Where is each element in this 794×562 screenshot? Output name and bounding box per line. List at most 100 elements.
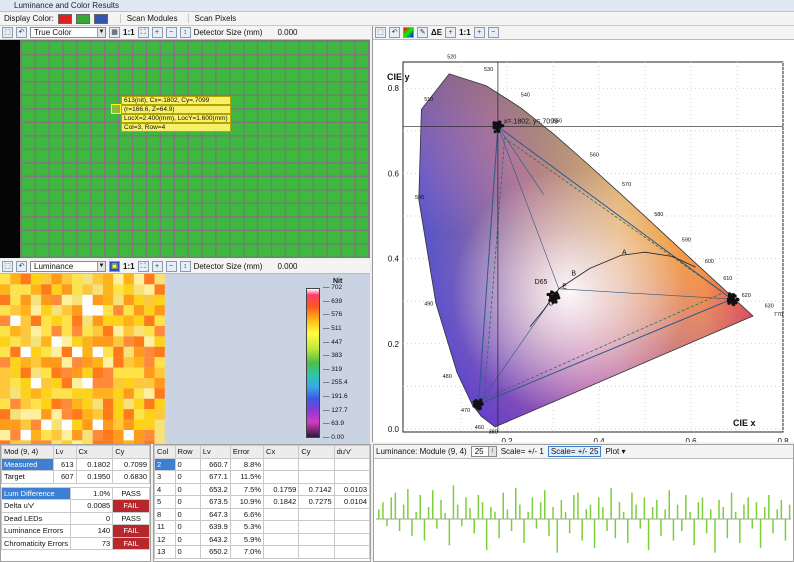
led-module[interactable] [174,136,188,149]
led-module[interactable] [35,150,49,163]
led-module[interactable] [161,190,174,203]
grid-icon[interactable]: ▦ [109,27,120,38]
led-module[interactable] [202,204,216,217]
led-module[interactable] [286,150,299,163]
led-module[interactable] [355,177,369,190]
led-module[interactable] [22,123,35,136]
led-module[interactable] [63,123,77,136]
led-module[interactable] [63,190,77,203]
led-module[interactable] [35,136,49,149]
led-module[interactable] [35,96,49,109]
led-module[interactable] [174,204,188,217]
led-module[interactable] [230,82,244,95]
led-module[interactable] [272,109,285,122]
led-module[interactable] [63,217,77,230]
led-module[interactable] [91,204,105,217]
led-module[interactable] [230,244,244,257]
led-module[interactable] [258,231,271,244]
led-module[interactable] [286,244,299,257]
led-module[interactable] [341,204,355,217]
table-row[interactable]: 3 0 677.1 11.5% [154,470,370,484]
led-module[interactable] [244,150,257,163]
led-module[interactable] [105,150,118,163]
led-module[interactable] [327,177,341,190]
led-module[interactable] [188,163,202,176]
led-module[interactable] [355,55,369,68]
led-module[interactable] [258,163,271,176]
led-module[interactable] [244,109,257,122]
led-module[interactable] [272,204,285,217]
led-module[interactable] [133,69,146,82]
led-module[interactable] [91,69,105,82]
led-module[interactable] [105,244,118,257]
led-module[interactable] [313,42,327,55]
led-module[interactable] [300,163,313,176]
led-module[interactable] [244,82,257,95]
scale-1-button[interactable]: Scale= +/- 1 [500,447,544,456]
led-module[interactable] [216,69,230,82]
led-module[interactable] [286,69,299,82]
led-module[interactable] [258,177,271,190]
led-module[interactable] [202,163,216,176]
led-module[interactable] [272,150,285,163]
led-module[interactable] [258,109,271,122]
led-module[interactable] [91,123,105,136]
led-module[interactable] [119,150,132,163]
led-module[interactable] [119,82,132,95]
delta-e-button[interactable]: ΔE [431,28,443,37]
led-module[interactable] [272,69,285,82]
led-module[interactable] [341,217,355,230]
led-module[interactable] [161,69,174,82]
led-module[interactable] [286,123,299,136]
led-module[interactable] [35,190,49,203]
led-module[interactable] [105,136,118,149]
led-module[interactable] [161,82,174,95]
led-module[interactable] [147,217,160,230]
led-module[interactable] [341,96,355,109]
led-module[interactable] [133,204,146,217]
led-module[interactable] [300,123,313,136]
led-module[interactable] [272,217,285,230]
led-module[interactable] [91,163,105,176]
led-module[interactable] [119,190,132,203]
led-module[interactable] [272,231,285,244]
led-module[interactable] [272,190,285,203]
led-module[interactable] [22,244,35,257]
led-module[interactable] [174,231,188,244]
led-module[interactable] [91,190,105,203]
led-module[interactable] [258,204,271,217]
led-module[interactable] [216,244,230,257]
led-module[interactable] [230,69,244,82]
led-module[interactable] [77,217,91,230]
scale-25-button[interactable]: Scale= +/- 25 [547,446,602,457]
led-module[interactable] [91,136,105,149]
led-module[interactable] [49,55,63,68]
scan-pixels-button[interactable]: Scan Pixels [187,14,243,23]
led-module[interactable] [49,204,63,217]
led-module[interactable] [63,231,77,244]
led-module[interactable] [300,109,313,122]
led-module[interactable] [133,217,146,230]
led-module[interactable] [105,96,118,109]
led-module[interactable] [327,150,341,163]
led-module[interactable] [355,82,369,95]
scan-modules-button[interactable]: Scan Modules [119,14,184,23]
led-module[interactable] [341,231,355,244]
led-module[interactable] [63,177,77,190]
led-module[interactable] [300,96,313,109]
led-module[interactable] [244,244,257,257]
led-module[interactable] [188,55,202,68]
led-module[interactable] [22,42,35,55]
led-module[interactable] [216,163,230,176]
led-module[interactable] [258,82,271,95]
led-module[interactable] [174,69,188,82]
led-module[interactable] [91,96,105,109]
led-module[interactable] [341,69,355,82]
led-module[interactable] [355,136,369,149]
sample-count-stepper[interactable]: 25 ↕ [470,446,497,457]
selected-module-marker[interactable] [111,104,121,114]
led-module[interactable] [22,163,35,176]
led-module[interactable] [286,190,299,203]
led-module[interactable] [133,136,146,149]
led-module[interactable] [272,244,285,257]
